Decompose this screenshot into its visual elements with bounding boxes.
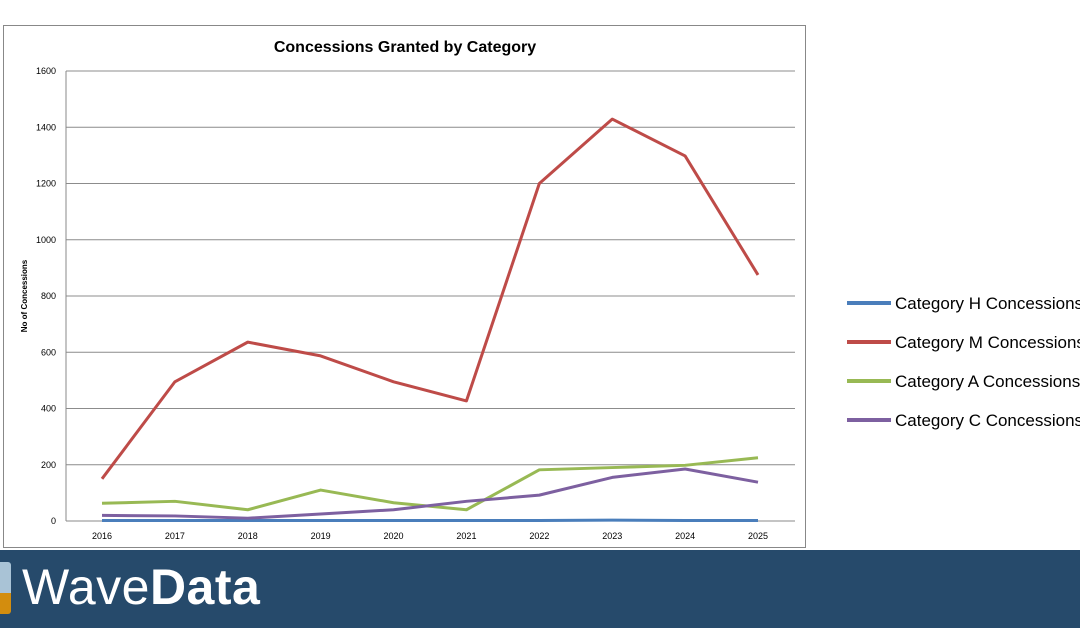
x-tick-label: 2024 [675,531,695,541]
legend-label: Category C Concessions [895,411,1080,430]
y-tick-label: 800 [41,291,56,301]
brand-bold: Data [149,559,261,615]
wave-logo-icon [0,562,11,614]
chart-frame [3,25,806,548]
y-tick-label: 600 [41,347,56,357]
x-tick-label: 2022 [529,531,549,541]
x-tick-label: 2016 [92,531,112,541]
legend-label: Category A Concessions [895,372,1080,391]
y-tick-label: 1600 [36,66,56,76]
series-line-3 [101,467,759,520]
line-chart: Concessions Granted by Category 0 200 400 60… [20,39,1080,541]
x-tick-label: 2020 [384,531,404,541]
legend-label: Category H Concessions [895,294,1080,313]
brand-logo: WaveData [22,558,260,616]
x-tick-label: 2021 [456,531,476,541]
x-tick-label: 2017 [165,531,185,541]
x-tick-label: 2025 [748,531,768,541]
y-axis-label: No of Concessions [20,259,29,332]
y-tick-label: 400 [41,404,56,414]
x-tick-label: 2023 [602,531,622,541]
series-line-2 [101,456,759,512]
y-tick-label: 1200 [36,179,56,189]
chart-title: Concessions Granted by Category [274,39,536,56]
y-tick-label: 1400 [36,122,56,132]
series-line-1 [100,117,760,480]
x-tick-label: 2018 [238,531,258,541]
y-tick-label: 0 [51,516,56,526]
y-tick-label: 200 [41,460,56,470]
x-tick-label: 2019 [311,531,331,541]
brand-light: Wave [22,559,150,615]
brand-banner: WaveData [0,550,1080,628]
y-tick-label: 1000 [36,235,56,245]
legend-label: Category M Concessions [895,333,1080,352]
